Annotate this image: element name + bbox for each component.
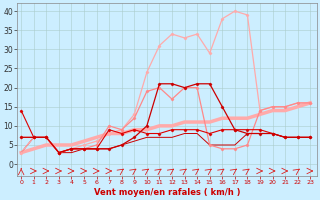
X-axis label: Vent moyen/en rafales ( km/h ): Vent moyen/en rafales ( km/h ) <box>94 188 240 197</box>
